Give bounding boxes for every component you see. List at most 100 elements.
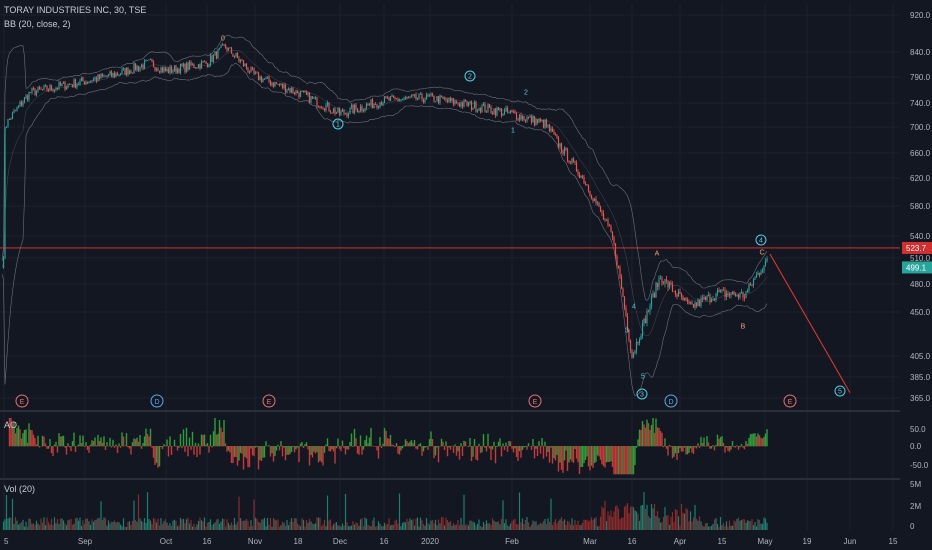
time-axis[interactable]: 5 Sep Oct 16 Nov 18 Dec 16 2020 Feb Mar 16 Apr 15 May 1… xyxy=(4,537,898,546)
candle-body xyxy=(571,158,573,164)
event-marker[interactable]: D xyxy=(664,394,678,408)
ao-bar xyxy=(127,446,129,448)
candle-body xyxy=(218,47,221,49)
candle-body xyxy=(700,298,702,307)
volume-bar xyxy=(98,518,101,530)
volume-bar xyxy=(499,524,501,530)
volume-bar xyxy=(598,525,600,530)
volume-bar xyxy=(109,523,111,530)
candle-body xyxy=(13,110,15,113)
candle-body xyxy=(353,104,356,114)
price-axis[interactable]: 920.0840.0790.0740.0700.0660.0620.0580.0… xyxy=(900,0,932,550)
ao-bar xyxy=(449,446,452,450)
candle-body xyxy=(335,112,338,114)
event-marker[interactable]: E xyxy=(262,394,276,408)
candle-body xyxy=(179,64,182,74)
volume-bar xyxy=(4,519,6,530)
candle-body xyxy=(716,290,719,294)
volume-bar xyxy=(245,518,248,530)
volume-bar xyxy=(643,491,645,530)
ao-bar xyxy=(284,446,287,461)
candle-body xyxy=(349,107,351,114)
candle-body xyxy=(242,60,245,67)
candle-body xyxy=(436,96,438,102)
candle-body xyxy=(691,302,693,305)
ao-bar xyxy=(679,446,681,449)
ao-bar xyxy=(401,446,404,449)
volume-bar xyxy=(71,524,74,530)
ao-bar xyxy=(655,418,657,447)
volume-bar xyxy=(172,520,174,530)
ao-bar xyxy=(413,440,416,447)
event-marker[interactable]: E xyxy=(783,394,797,408)
candle-body xyxy=(316,97,318,107)
candle-body xyxy=(407,97,410,99)
volume-legend[interactable]: Vol (20) xyxy=(4,484,39,494)
volume-bar xyxy=(493,520,495,530)
candle-body xyxy=(713,299,716,301)
volume-bar xyxy=(692,517,695,530)
candle-body xyxy=(86,81,89,83)
candle-body xyxy=(283,84,285,88)
projection-line[interactable] xyxy=(769,253,851,393)
symbol-legend[interactable]: TORAY INDUSTRIES INC, 30, TSE xyxy=(4,5,150,15)
volume-bar xyxy=(329,519,332,530)
volume-panel[interactable] xyxy=(2,491,768,530)
volume-bar xyxy=(472,521,474,530)
volume-bar xyxy=(452,523,455,530)
ao-bar xyxy=(631,446,633,475)
event-marker[interactable]: E xyxy=(15,394,29,408)
candle-body xyxy=(280,83,282,86)
event-marker[interactable]: E xyxy=(528,394,542,408)
volume-bar xyxy=(430,520,432,530)
ao-bar xyxy=(467,446,470,448)
candle-body xyxy=(674,291,677,295)
ao-bar xyxy=(343,446,345,449)
indicator-legend[interactable]: BB (20, close, 2) xyxy=(4,19,75,29)
volume-bar xyxy=(343,525,345,530)
event-marker[interactable]: D xyxy=(150,394,164,408)
ao-bar xyxy=(301,441,303,447)
candle-body xyxy=(544,119,546,128)
candle-body xyxy=(485,111,488,113)
candle-body xyxy=(542,119,545,128)
ao-bar xyxy=(13,422,15,447)
volume-bar xyxy=(653,503,656,530)
ao-bar xyxy=(245,446,248,459)
ao-bar xyxy=(424,446,426,448)
ao-bar xyxy=(68,446,71,448)
volume-bar xyxy=(730,525,732,530)
ao-bar xyxy=(718,438,720,447)
ao-bar xyxy=(59,436,62,447)
ao-bar xyxy=(352,446,354,447)
ao-bar xyxy=(152,446,155,458)
candle-body xyxy=(704,297,707,300)
ao-bar xyxy=(523,446,525,448)
ao-bar xyxy=(506,446,509,452)
candle-body xyxy=(524,120,527,121)
candle-body xyxy=(698,299,701,307)
volume-bar xyxy=(397,523,399,530)
candle-body xyxy=(761,270,764,272)
ao-bar xyxy=(8,418,11,447)
candle-body xyxy=(742,292,744,298)
ao-bar xyxy=(598,446,600,457)
candle-body xyxy=(329,111,332,113)
candle-body xyxy=(736,294,738,296)
ao-bar xyxy=(182,429,185,447)
volume-bar xyxy=(34,524,36,530)
ao-bar xyxy=(743,446,746,450)
ao-bar xyxy=(727,446,729,451)
volume-bar xyxy=(248,526,251,530)
volume-bar xyxy=(325,526,327,530)
candle-body xyxy=(368,104,371,106)
volume-bar xyxy=(586,519,588,530)
ao-bar xyxy=(19,429,21,447)
ao-legend[interactable]: AO xyxy=(4,420,21,430)
ao-bar xyxy=(52,446,54,457)
ao-panel[interactable] xyxy=(8,418,768,475)
candle-body xyxy=(475,101,477,112)
